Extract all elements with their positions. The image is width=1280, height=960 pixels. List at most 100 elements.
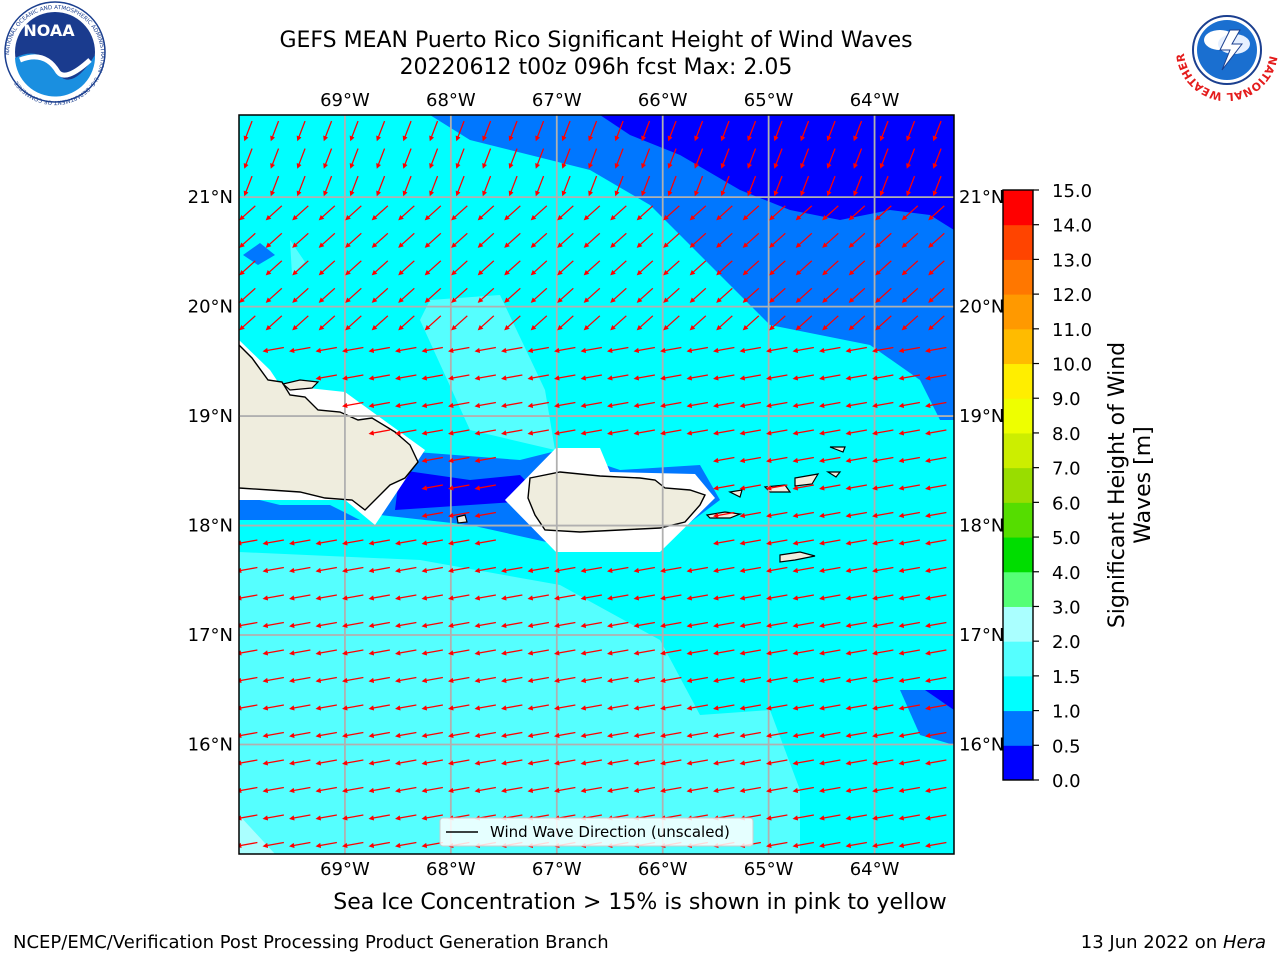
- wave-direction-arrow: [315, 814, 337, 821]
- wave-direction-arrow: [766, 759, 788, 766]
- wave-direction-arrow: [766, 594, 788, 601]
- wave-direction-arrow: [800, 120, 810, 142]
- wave-direction-arrow: [872, 511, 894, 518]
- wave-direction-arrow: [769, 205, 786, 221]
- wave-direction-arrow: [713, 594, 735, 601]
- wave-direction-arrow: [739, 511, 761, 518]
- lat-tick-label: 21°N: [188, 187, 233, 208]
- wave-direction-arrow: [928, 232, 945, 248]
- wave-direction-arrow: [239, 786, 258, 793]
- wave-direction-arrow: [845, 649, 867, 656]
- wave-direction-arrow: [289, 759, 311, 766]
- wave-direction-arrow: [535, 120, 545, 142]
- wave-direction-arrow: [925, 786, 947, 793]
- wave-direction-arrow: [243, 120, 253, 142]
- wave-direction-arrow: [368, 704, 390, 711]
- land-hispaniola: [239, 344, 419, 511]
- wave-direction-arrow: [633, 759, 655, 766]
- wave-direction-arrow: [451, 260, 468, 276]
- wave-direction-arrow: [429, 175, 439, 197]
- wave-direction-arrow: [349, 120, 359, 142]
- wave-direction-arrow: [527, 374, 549, 381]
- wave-direction-arrow: [239, 621, 258, 628]
- wave-direction-arrow: [292, 287, 309, 303]
- wave-direction-arrow: [527, 429, 549, 436]
- wave-direction-arrow: [898, 841, 920, 848]
- wave-direction-arrow: [826, 148, 836, 169]
- wave-direction-arrow: [395, 814, 417, 821]
- wave-direction-arrow: [318, 315, 336, 331]
- wave-direction-arrow: [879, 175, 889, 197]
- wave-direction-arrow: [694, 148, 704, 169]
- colorbar-segment: [1003, 259, 1033, 295]
- wave-direction-arrow: [527, 594, 549, 601]
- wave-direction-arrow: [872, 429, 894, 436]
- lon-tick-label: 65°W: [744, 90, 794, 111]
- wave-direction-arrow: [766, 484, 788, 491]
- wave-direction-arrow: [822, 205, 839, 221]
- wave-direction-arrow: [421, 429, 443, 436]
- colorbar-segment: [1003, 745, 1033, 781]
- wave-direction-arrow: [925, 539, 947, 546]
- wave-direction-arrow: [716, 232, 733, 248]
- wave-direction-arrow: [826, 175, 836, 197]
- wave-direction-arrow: [265, 260, 283, 276]
- wave-direction-arrow: [504, 205, 521, 221]
- footer-date: 13 Jun 2022 on: [1080, 932, 1223, 953]
- wave-direction-arrow: [501, 621, 523, 628]
- wave-direction-arrow: [262, 594, 284, 601]
- colorbar-tick-label: 10.0: [1052, 355, 1092, 376]
- wave-direction-arrow: [448, 429, 470, 436]
- wave-direction-arrow: [580, 566, 602, 573]
- wave-direction-arrow: [633, 621, 655, 628]
- wave-direction-arrow: [557, 260, 574, 276]
- wave-direction-arrow: [713, 429, 735, 436]
- wave-direction-arrow: [769, 315, 786, 331]
- wave-direction-arrow: [424, 232, 442, 248]
- wave-direction-arrow: [289, 731, 311, 738]
- wave-direction-arrow: [527, 704, 549, 711]
- wave-direction-arrow: [239, 287, 256, 303]
- wave-direction-arrow: [766, 649, 788, 656]
- wave-direction-arrow: [501, 346, 523, 353]
- wave-direction-arrow: [875, 260, 892, 276]
- wave-direction-arrow: [848, 260, 866, 276]
- colorbar-segment: [1003, 641, 1033, 677]
- wave-direction-arrow: [421, 456, 443, 463]
- wave-direction-arrow: [925, 649, 947, 656]
- wave-direction-arrow: [554, 346, 576, 353]
- wave-direction-arrow: [395, 429, 417, 436]
- wave-direction-arrow: [795, 205, 813, 221]
- wave-direction-arrow: [716, 315, 733, 331]
- wave-direction-arrow: [482, 120, 492, 142]
- wave-direction-arrow: [636, 260, 654, 276]
- wave-direction-arrow: [689, 315, 707, 331]
- wave-direction-arrow: [747, 120, 757, 142]
- wave-direction-arrow: [898, 731, 920, 738]
- wave-direction-arrow: [315, 676, 337, 683]
- wave-direction-arrow: [769, 287, 786, 303]
- wave-direction-arrow: [315, 786, 337, 793]
- wave-direction-arrow: [848, 315, 866, 331]
- wave-direction-arrow: [368, 814, 390, 821]
- wave-direction-arrow: [583, 205, 601, 221]
- wave-direction-arrow: [875, 205, 892, 221]
- colorbar-tick-label: 5.0: [1052, 528, 1081, 549]
- wave-direction-arrow: [769, 232, 786, 248]
- wave-direction-arrow: [342, 649, 364, 656]
- wave-direction-arrow: [289, 704, 311, 711]
- wave-direction-arrow: [455, 120, 465, 142]
- wave-direction-arrow: [368, 429, 390, 436]
- wave-direction-arrow: [395, 786, 417, 793]
- wave-direction-arrow: [239, 315, 256, 331]
- wave-direction-arrow: [607, 704, 629, 711]
- wave-direction-arrow: [289, 594, 311, 601]
- wave-direction-arrow: [421, 759, 443, 766]
- wave-direction-arrow: [766, 511, 788, 518]
- land-culebra: [728, 489, 743, 498]
- wave-direction-arrow: [292, 232, 309, 248]
- wave-direction-arrow: [875, 315, 892, 331]
- colorbar-segment: [1003, 432, 1033, 469]
- wave-direction-arrow: [766, 346, 788, 353]
- wave-direction-arrow: [792, 429, 814, 436]
